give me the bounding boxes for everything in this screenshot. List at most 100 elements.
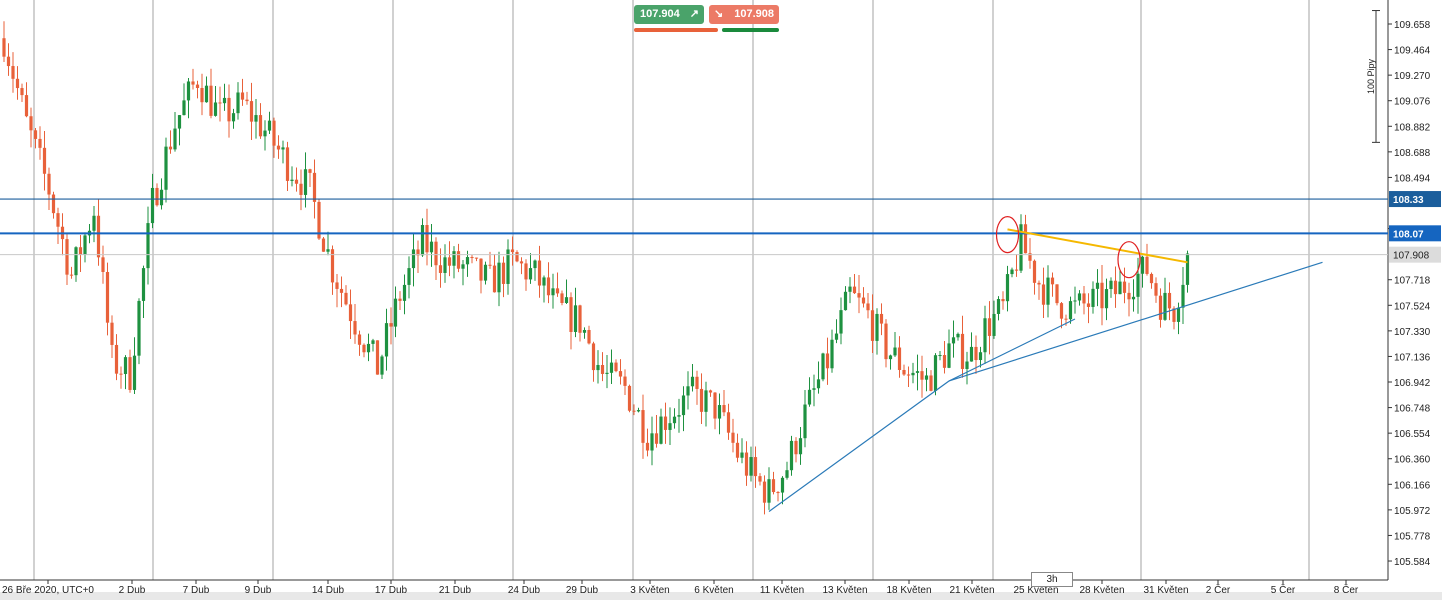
candle-body [1176, 307, 1181, 322]
current-price-tag-label: 107.908 [1393, 251, 1430, 262]
candle-body [1172, 308, 1176, 322]
candle-body [155, 187, 159, 206]
candle-body [1010, 269, 1014, 275]
time-tick-label: 9 Dub [245, 585, 272, 596]
time-tick-label: 8 Čer [1334, 583, 1359, 596]
candle-body [222, 97, 227, 104]
candle-body [42, 147, 47, 174]
candle-body [407, 268, 411, 285]
candle-body [929, 375, 933, 391]
candle-body [618, 371, 623, 377]
price-tick-label: 106.360 [1394, 455, 1431, 466]
candle-body [1073, 300, 1077, 302]
candle-body [186, 81, 191, 101]
candle-body [528, 268, 533, 280]
candle-body [758, 476, 762, 482]
candle-body [852, 286, 857, 294]
candle-body [258, 115, 263, 137]
current-price-tag-bg [1389, 246, 1441, 263]
price-tick-label: 108.494 [1394, 173, 1431, 184]
candle-body [47, 173, 51, 195]
time-tick-label: 25 Květen [1013, 585, 1058, 596]
candle-body [339, 288, 344, 293]
price-tick-label: 106.166 [1394, 480, 1431, 491]
candle-body [204, 85, 209, 103]
candle-body [600, 365, 605, 374]
candle-body [816, 379, 821, 389]
candle-body [699, 388, 704, 412]
price-tick-label: 107.718 [1394, 276, 1431, 287]
candle-body [735, 442, 740, 458]
candle-body [56, 213, 60, 227]
candle-body [411, 249, 416, 269]
candle-body [497, 262, 501, 293]
bid-price: 107.904 [640, 8, 680, 20]
candle-body [470, 257, 474, 259]
candle-body [722, 405, 726, 413]
candle-body [353, 321, 357, 335]
candle-body [627, 385, 632, 411]
candle-body [609, 362, 614, 373]
candle-body [753, 457, 758, 477]
candle-body [519, 261, 524, 264]
price-tick-label: 107.524 [1394, 301, 1431, 312]
candle-body [456, 251, 461, 269]
candle-body [726, 412, 731, 433]
candle-body [560, 293, 564, 303]
candle-body [15, 78, 20, 89]
candle-body [231, 113, 236, 122]
ask-quote-button[interactable]: ↘ 107.908 [709, 5, 779, 24]
buy-sentiment-bar [722, 28, 779, 32]
highlight-circle [995, 216, 1020, 254]
candle-body [848, 286, 852, 292]
candle-body [515, 252, 519, 262]
candle-body [200, 88, 204, 103]
price-tick-label: 105.584 [1394, 557, 1431, 568]
candle-body [1059, 303, 1064, 319]
candle-body [429, 241, 434, 253]
candle-body [537, 260, 542, 286]
candle-body [677, 415, 681, 417]
candle-body [330, 249, 335, 283]
candle-body [1032, 260, 1037, 283]
candle-body [1104, 289, 1109, 309]
candle-body [1046, 277, 1050, 305]
candle-body [663, 416, 668, 430]
candle-body [1091, 288, 1095, 307]
candle-body [717, 405, 722, 419]
candle-body [393, 298, 398, 327]
candle-body [1181, 284, 1185, 308]
price-tag-bg [1389, 191, 1441, 208]
candle-body [659, 416, 663, 444]
candle-body [218, 102, 222, 104]
candle-body [983, 318, 987, 353]
price-tick-label: 105.972 [1394, 506, 1431, 517]
candle-body [38, 138, 42, 148]
candle-body [119, 373, 123, 375]
candle-body [132, 355, 137, 390]
candle-body [641, 410, 645, 443]
timeframe-badge[interactable]: 3h [1031, 572, 1073, 587]
candle-body [681, 395, 686, 416]
candle-body [623, 376, 627, 386]
candle-body [182, 100, 186, 116]
candle-body [740, 452, 744, 458]
scale-label: 100 Pipy [1366, 58, 1376, 94]
time-tick-label: 14 Dub [312, 585, 345, 596]
candle-body [506, 249, 510, 284]
time-tick-label: 2 Dub [119, 585, 146, 596]
candle-body [213, 102, 218, 116]
candle-body [272, 120, 276, 146]
candle-body [344, 292, 348, 305]
candle-body [1154, 283, 1158, 296]
candle-body [1095, 282, 1100, 289]
candle-body [335, 282, 339, 289]
bid-quote-button[interactable]: 107.904 ↗ [634, 5, 704, 24]
candle-body [114, 344, 119, 374]
candle-body [713, 392, 717, 419]
candle-body [1001, 299, 1005, 302]
candle-body [1082, 293, 1086, 304]
candle-body [789, 440, 794, 471]
candle-body [177, 115, 182, 129]
